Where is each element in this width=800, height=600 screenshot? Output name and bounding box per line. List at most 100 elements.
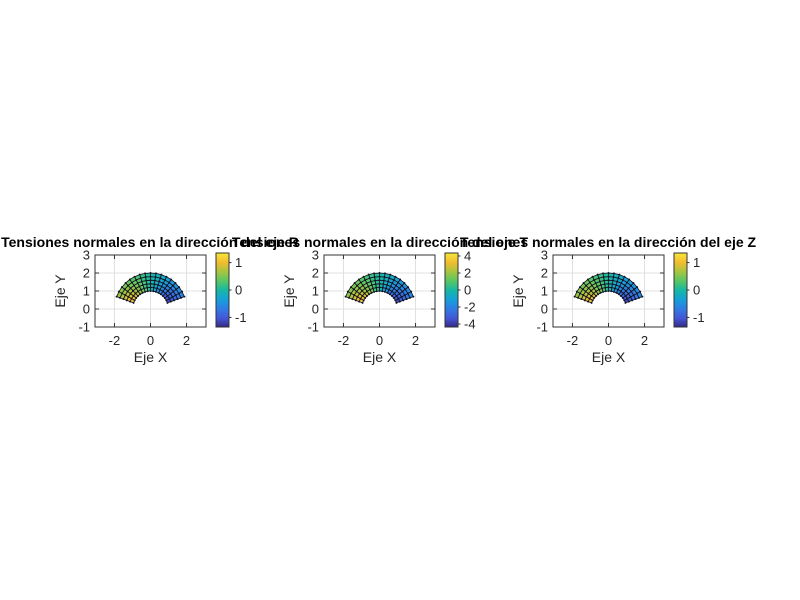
mesh-node bbox=[583, 299, 586, 302]
mesh-node bbox=[381, 286, 384, 289]
mesh-node bbox=[393, 292, 396, 295]
mesh-node bbox=[633, 288, 636, 291]
mesh-node bbox=[615, 291, 618, 294]
tick-marks bbox=[553, 254, 664, 328]
mesh-node bbox=[604, 290, 607, 293]
mesh-node bbox=[165, 275, 168, 278]
mesh-node bbox=[364, 287, 367, 290]
mesh-node bbox=[599, 283, 602, 286]
mesh-node bbox=[627, 287, 630, 290]
mesh-node bbox=[632, 281, 635, 284]
mesh-node bbox=[585, 284, 588, 287]
mesh-node bbox=[391, 282, 394, 285]
mesh-node bbox=[389, 273, 392, 276]
mesh-node bbox=[590, 301, 593, 304]
mesh-node bbox=[619, 294, 622, 297]
mesh-node bbox=[133, 299, 136, 302]
mesh-node bbox=[146, 286, 149, 289]
mesh-node bbox=[169, 300, 172, 303]
mesh-node bbox=[362, 275, 365, 278]
mesh-node bbox=[594, 282, 597, 285]
mesh-node bbox=[573, 295, 576, 298]
mesh-node bbox=[597, 288, 600, 291]
mesh-node bbox=[394, 275, 397, 278]
mesh-node bbox=[374, 279, 377, 282]
mesh-node bbox=[152, 290, 155, 293]
mesh-node bbox=[149, 279, 152, 282]
y-axis-label: Eje Y bbox=[281, 274, 297, 308]
mesh-node bbox=[121, 292, 124, 295]
mesh-node bbox=[624, 294, 627, 297]
mesh-node bbox=[358, 287, 361, 290]
mesh-node bbox=[171, 284, 174, 287]
mesh-node bbox=[630, 290, 633, 293]
mesh-node bbox=[141, 283, 144, 286]
mesh-node bbox=[578, 286, 581, 289]
colorbar-tick-label: -2 bbox=[464, 300, 476, 315]
x-tick-label: 2 bbox=[183, 333, 190, 348]
mesh-node bbox=[596, 273, 599, 276]
y-tick-label: 1 bbox=[312, 284, 319, 299]
mesh-node bbox=[149, 272, 152, 274]
mesh-node bbox=[390, 294, 393, 297]
mesh-node bbox=[133, 275, 136, 278]
mesh-node bbox=[599, 291, 602, 294]
x-tick-label: -2 bbox=[567, 333, 579, 348]
mesh-node bbox=[604, 286, 607, 289]
mesh-node bbox=[370, 283, 373, 286]
mesh-node bbox=[368, 293, 371, 296]
mesh-node bbox=[398, 292, 401, 295]
mesh-node bbox=[145, 283, 148, 286]
mesh-node bbox=[361, 284, 364, 287]
mesh-node bbox=[400, 295, 403, 298]
mesh-node bbox=[132, 289, 135, 292]
x-tick-label: 2 bbox=[412, 333, 419, 348]
mesh-node bbox=[607, 290, 610, 292]
mesh-node bbox=[618, 285, 621, 288]
mesh-node bbox=[124, 294, 127, 297]
mesh-node bbox=[602, 275, 605, 278]
mesh-node bbox=[130, 281, 133, 284]
mesh-node bbox=[128, 278, 131, 281]
mesh-node bbox=[635, 292, 638, 295]
y-tick-label: -1 bbox=[307, 320, 319, 335]
mesh-node bbox=[607, 272, 610, 274]
mesh-node bbox=[354, 299, 357, 302]
mesh-node bbox=[130, 297, 133, 300]
mesh-node bbox=[412, 295, 415, 298]
mesh-node bbox=[169, 287, 172, 290]
mesh-node bbox=[157, 291, 160, 294]
mesh-node bbox=[367, 285, 370, 288]
mesh-node bbox=[356, 295, 359, 298]
mesh-node bbox=[171, 295, 174, 298]
mesh-node bbox=[382, 279, 385, 282]
mesh-node bbox=[364, 278, 367, 281]
mesh-node bbox=[362, 299, 365, 302]
mesh-node bbox=[618, 273, 621, 276]
mesh-node bbox=[366, 294, 369, 297]
colorbar bbox=[674, 253, 687, 327]
x-tick-label: 0 bbox=[147, 333, 154, 348]
mesh-node bbox=[614, 287, 617, 290]
mesh-node bbox=[403, 294, 406, 297]
mesh-node bbox=[358, 300, 361, 303]
mesh-node bbox=[166, 301, 169, 304]
mesh-node bbox=[607, 286, 610, 289]
mesh-node bbox=[602, 272, 605, 275]
mesh-node bbox=[586, 278, 589, 281]
mesh-node bbox=[160, 285, 163, 288]
mesh-node bbox=[163, 297, 166, 300]
mesh-node bbox=[122, 298, 125, 301]
mesh-node bbox=[382, 283, 385, 286]
mesh-node bbox=[395, 289, 398, 292]
mesh-node bbox=[621, 278, 624, 281]
mesh-node bbox=[158, 280, 161, 283]
mesh-node bbox=[620, 282, 623, 285]
mesh-node bbox=[159, 293, 162, 296]
subplot3-title: Tensiones normales en la dirección del e… bbox=[459, 234, 757, 250]
mesh-node bbox=[596, 285, 599, 288]
mesh-node bbox=[627, 292, 630, 295]
mesh-node bbox=[381, 290, 384, 293]
mesh-node bbox=[627, 300, 630, 303]
mesh-node bbox=[136, 282, 139, 285]
